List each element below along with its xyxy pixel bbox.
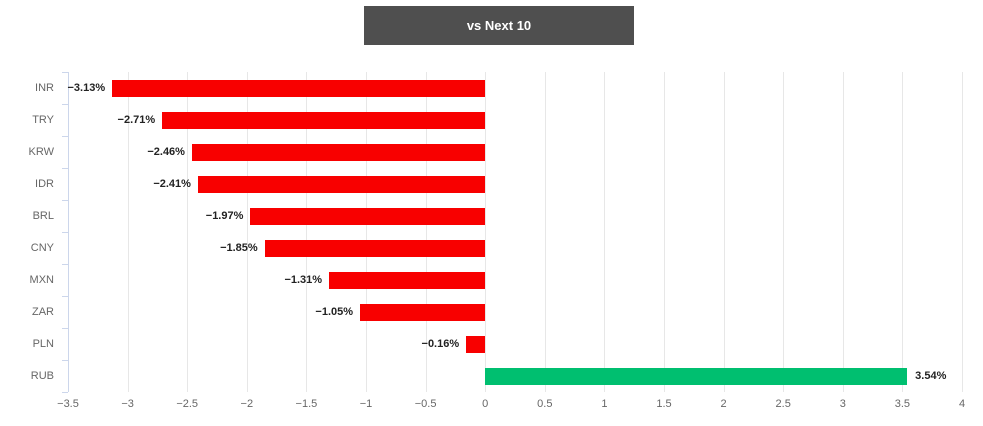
value-label-inr: −3.13% <box>67 82 106 94</box>
bar-idr[interactable] <box>197 176 486 193</box>
y-axis-tick <box>62 360 68 361</box>
bar-try[interactable] <box>162 112 486 129</box>
bar-row: −3.13% <box>67 72 962 104</box>
chart-title-text: vs Next 10 <box>466 18 532 33</box>
bar-row: 3.54% <box>68 360 962 392</box>
bar-mxn[interactable] <box>329 272 486 289</box>
chart-title: vs Next 10 <box>364 6 634 45</box>
category-label-cny: CNY <box>30 242 54 254</box>
x-axis-tick-label: 1 <box>601 398 608 410</box>
category-label-idr: IDR <box>35 178 54 190</box>
category-label-mxn: MXN <box>29 274 54 286</box>
gridline <box>425 72 427 392</box>
category-label-try: TRY <box>32 114 54 126</box>
value-label-mxn: −1.31% <box>284 274 323 286</box>
gridline <box>842 72 844 392</box>
x-axis-tick-label: −3.5 <box>57 398 79 410</box>
y-axis-tick <box>62 168 68 169</box>
bar-row: −1.85% <box>68 232 962 264</box>
gridline <box>604 72 606 392</box>
x-axis-tick-label: −1.5 <box>295 398 318 410</box>
x-axis-tick-label: −3 <box>121 398 134 410</box>
bar-row: −0.16% <box>68 328 962 360</box>
x-axis-tick-label: −2.5 <box>176 398 199 410</box>
bar-row: −2.41% <box>68 168 962 200</box>
value-label-krw: −2.46% <box>147 146 185 158</box>
gridline <box>306 72 308 392</box>
category-label-pln: PLN <box>32 338 54 350</box>
bar-rub[interactable] <box>485 368 908 385</box>
x-axis-tick-label: −0.5 <box>414 398 437 410</box>
value-label-pln: −0.16% <box>421 338 460 350</box>
y-axis-line <box>68 72 69 392</box>
bar-row: −2.46% <box>68 136 962 168</box>
gridline <box>723 72 725 392</box>
y-axis-tick <box>62 104 68 105</box>
x-axis-tick-label: 2.5 <box>775 398 791 410</box>
gridline <box>902 72 904 392</box>
y-axis-tick <box>62 392 68 393</box>
gridline <box>365 72 367 392</box>
gridline <box>783 72 785 392</box>
bar-row: −2.71% <box>68 104 962 136</box>
value-label-idr: −2.41% <box>153 178 191 190</box>
category-label-zar: ZAR <box>32 306 54 318</box>
category-label-krw: KRW <box>28 146 54 158</box>
x-axis-tick-label: 4 <box>958 398 966 410</box>
x-axis-tick-label: −2 <box>240 398 254 410</box>
x-axis-tick-label: 0.5 <box>537 398 553 410</box>
y-axis-tick <box>62 232 68 233</box>
value-label-try: −2.71% <box>117 114 156 126</box>
y-axis-tick <box>62 328 68 329</box>
y-axis-tick <box>62 296 68 297</box>
bar-inr[interactable] <box>112 80 486 97</box>
category-label-rub: RUB <box>30 370 54 382</box>
value-label-zar: −1.05% <box>315 306 354 318</box>
plot-area: −3.5 −3 −2.5 −2 −1.5 −1 −0.5 0 0.5 1 1.5 2 2.5 3 3.5 4 −… <box>57 72 965 410</box>
bar-pln[interactable] <box>466 336 486 353</box>
y-axis-tick <box>62 72 68 73</box>
value-label-brl: −1.97% <box>205 210 244 222</box>
bar-brl[interactable] <box>250 208 486 225</box>
bar-zar[interactable] <box>360 304 486 321</box>
bar-row: −1.05% <box>68 296 962 328</box>
category-axis: INR TRY KRW IDR BRL CNY MXN ZAR PLN RUB <box>0 72 54 392</box>
bar-cny[interactable] <box>264 240 486 257</box>
value-label-cny: −1.85% <box>220 242 258 254</box>
gridline <box>246 72 248 392</box>
y-axis-tick <box>62 200 68 201</box>
x-axis-tick-label: 3 <box>839 398 846 410</box>
gridline <box>544 72 546 392</box>
x-axis-tick-label: −1 <box>359 398 373 410</box>
y-axis-tick <box>62 136 68 137</box>
category-label-inr: INR <box>35 82 54 94</box>
x-axis-tick-label: 2 <box>720 398 727 410</box>
x-axis-tick-label: 1.5 <box>656 398 672 410</box>
gridline <box>663 72 665 392</box>
gridline <box>485 72 487 392</box>
bar-row: −1.31% <box>68 264 962 296</box>
x-axis-tick-label: 3.5 <box>894 398 911 410</box>
bar-krw[interactable] <box>191 144 486 161</box>
category-label-brl: BRL <box>32 210 54 222</box>
x-axis-tick-label: 0 <box>482 398 489 410</box>
y-axis-tick <box>62 264 68 265</box>
bar-row: −1.97% <box>68 200 962 232</box>
gridline <box>127 72 129 392</box>
value-label-rub: 3.54% <box>915 370 947 382</box>
gridline <box>962 72 963 392</box>
gridline <box>187 72 189 392</box>
